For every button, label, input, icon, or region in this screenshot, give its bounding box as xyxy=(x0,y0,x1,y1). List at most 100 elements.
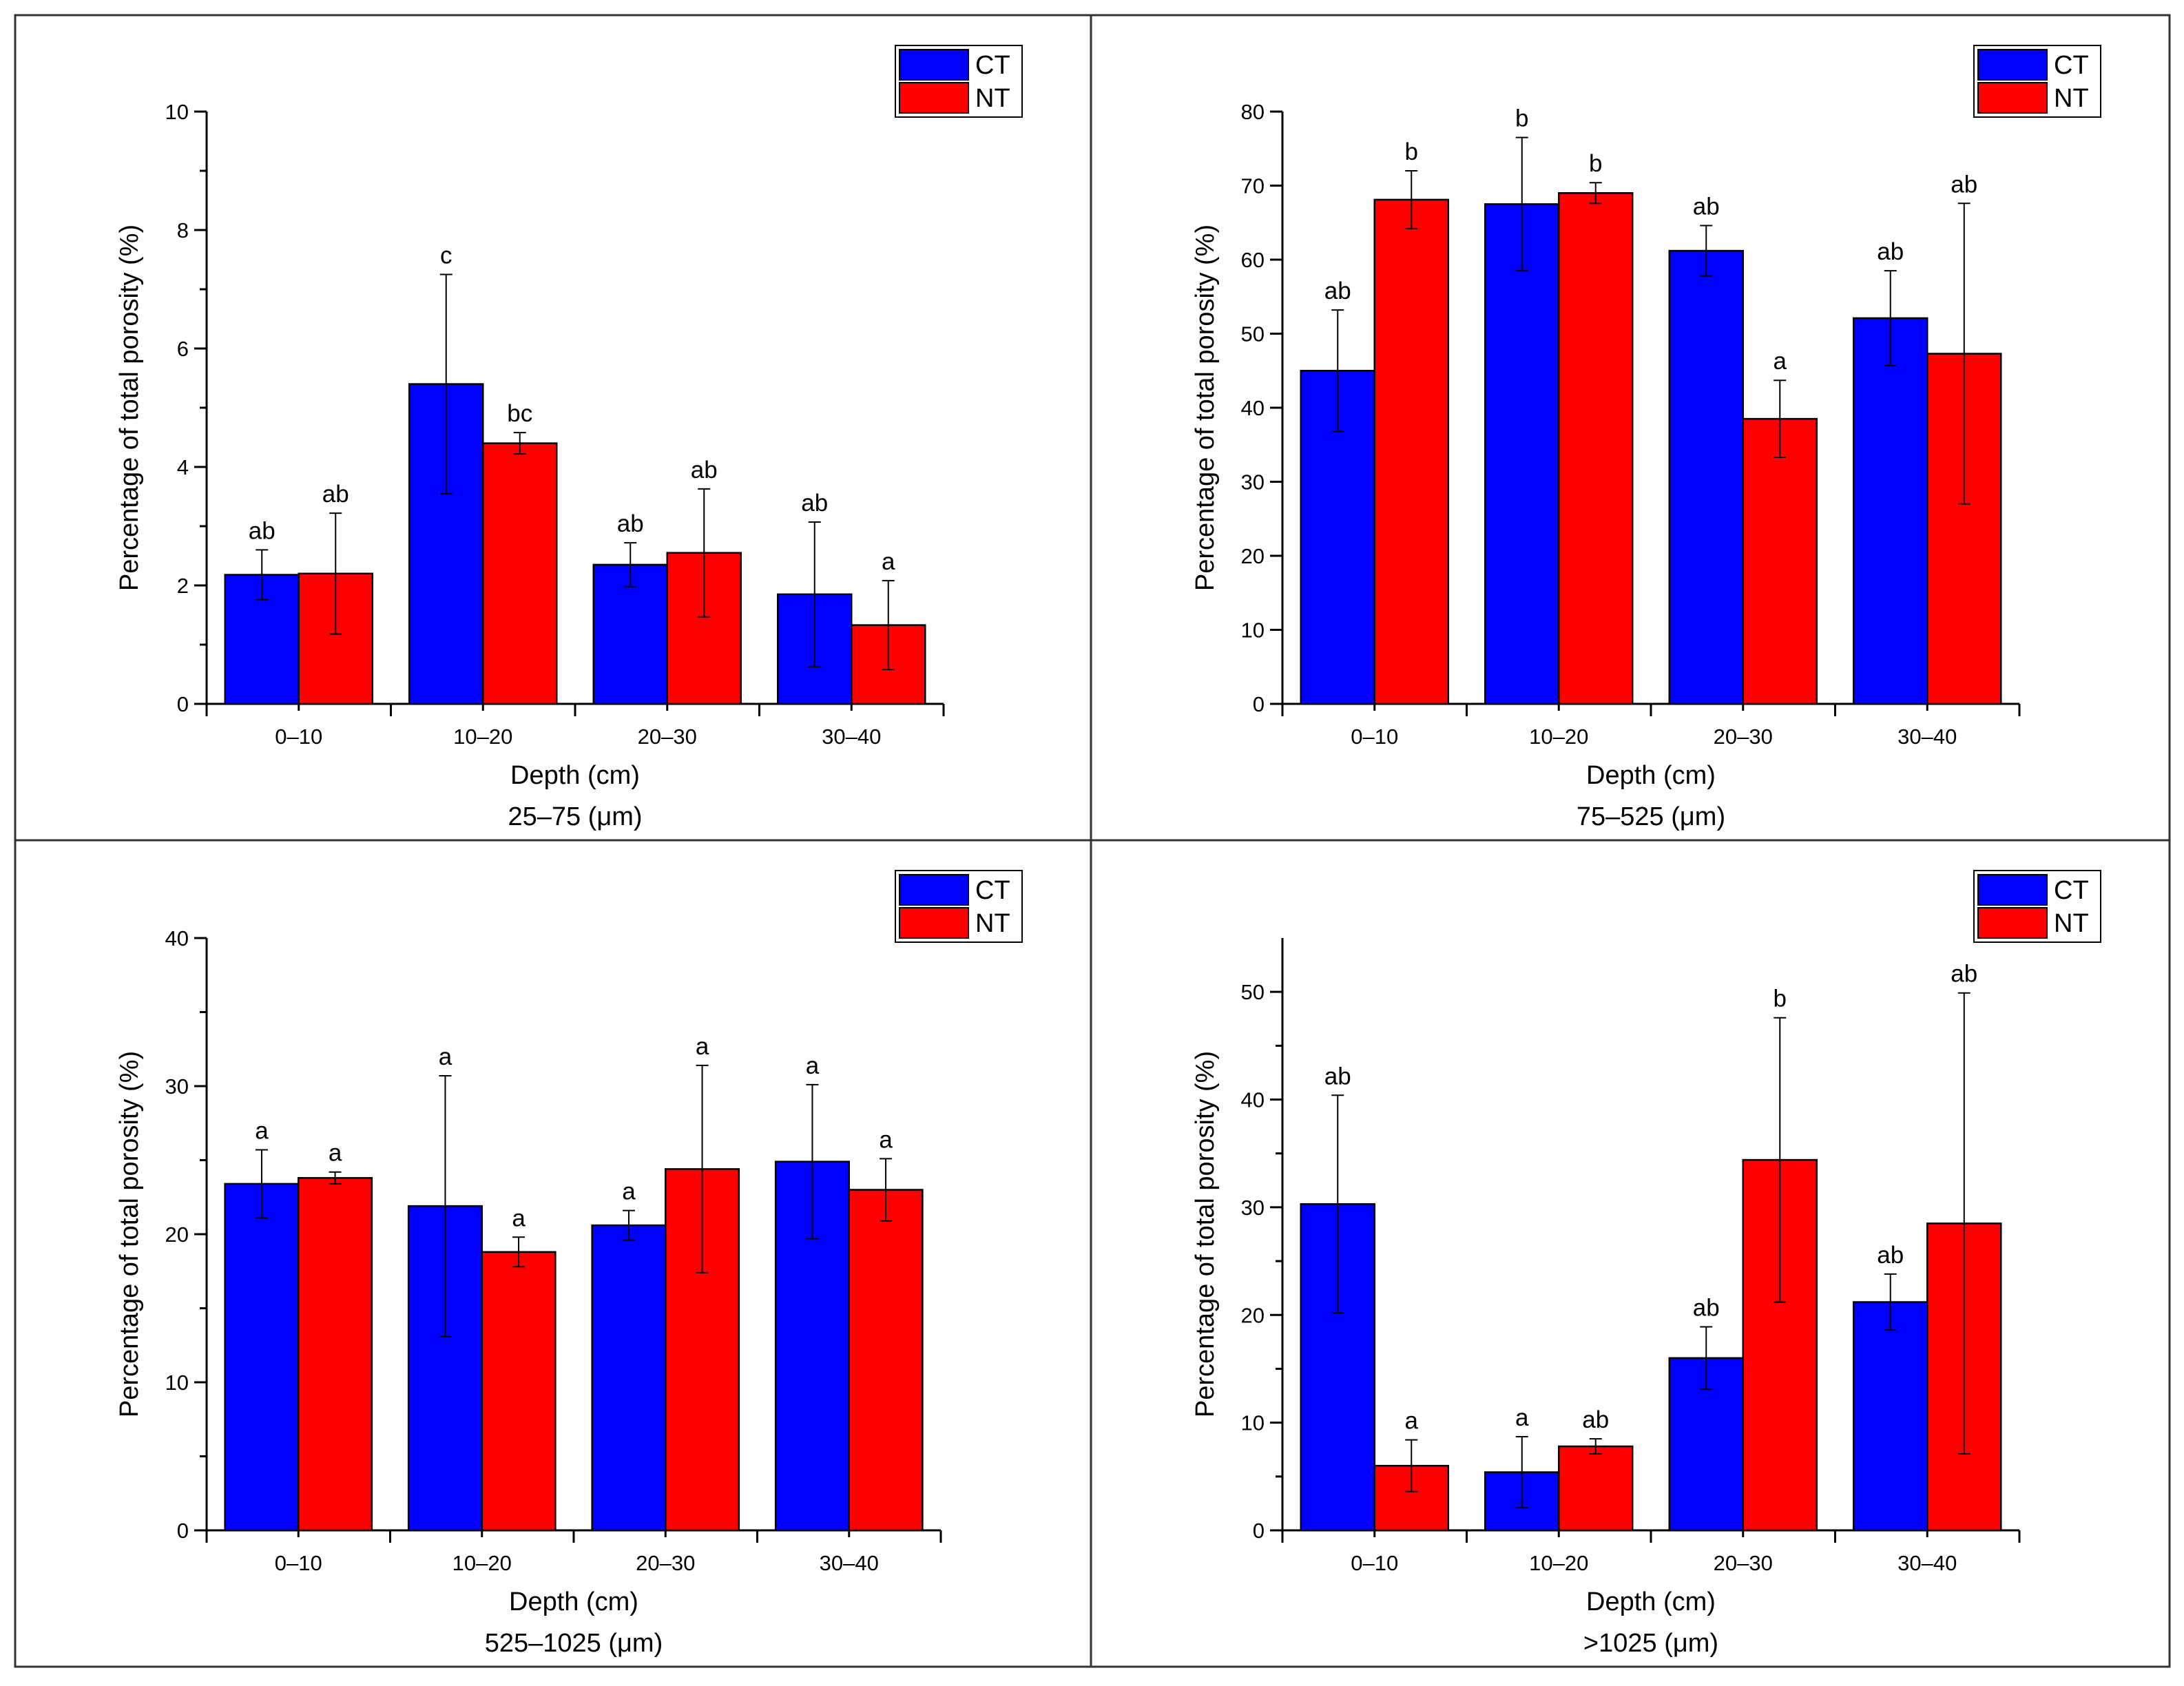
y-tick-label: 4 xyxy=(177,455,189,479)
significance-label: a xyxy=(882,548,895,575)
panel-subtitle: >1025 (μm) xyxy=(1583,1629,1718,1658)
x-tick-label: 30–40 xyxy=(820,1551,879,1575)
significance-label: ab xyxy=(249,517,275,544)
significance-label: ab xyxy=(691,457,718,483)
x-tick-label: 20–30 xyxy=(638,725,697,749)
x-axis-title: Depth (cm) xyxy=(1586,761,1716,790)
significance-label: b xyxy=(1515,105,1528,132)
y-tick-label: 80 xyxy=(1241,100,1265,124)
y-tick-label: 40 xyxy=(165,926,189,950)
bar-nt xyxy=(298,1177,373,1532)
y-tick-label: 2 xyxy=(177,574,189,598)
legend-swatch-nt xyxy=(1977,907,2048,939)
y-tick-label: 40 xyxy=(1241,396,1265,420)
bar-nt xyxy=(1558,1445,1634,1532)
y-tick-label: 20 xyxy=(1241,544,1265,568)
legend-swatch-nt xyxy=(899,82,969,114)
significance-label: a xyxy=(806,1052,820,1079)
y-tick-label: 0 xyxy=(1253,692,1265,716)
significance-label: a xyxy=(255,1117,269,1144)
bar-ct xyxy=(224,1183,300,1532)
significance-label: ab xyxy=(1693,194,1720,220)
legend-label-nt: NT xyxy=(975,84,1010,113)
x-axis-title: Depth (cm) xyxy=(510,761,640,790)
y-tick-label: 20 xyxy=(165,1222,189,1247)
significance-label: ab xyxy=(1324,278,1351,304)
x-axis-title: Depth (cm) xyxy=(509,1588,638,1616)
legend-swatch-ct xyxy=(899,49,969,81)
x-tick-label: 20–30 xyxy=(1714,1551,1773,1575)
bar-ct xyxy=(1853,317,1928,705)
y-tick-label: 10 xyxy=(165,100,189,124)
x-tick-label: 20–30 xyxy=(636,1551,695,1575)
legend-swatch-ct xyxy=(1977,49,2048,81)
legend-label-ct: CT xyxy=(2054,51,2089,80)
bar-ct xyxy=(1668,249,1744,705)
significance-label: bc xyxy=(507,400,532,427)
legend-swatch-ct xyxy=(1977,874,2048,906)
y-tick-label: 30 xyxy=(1241,470,1265,495)
x-tick-label: 30–40 xyxy=(822,725,881,749)
y-tick-label: 70 xyxy=(1241,174,1265,198)
significance-label: b xyxy=(1405,138,1418,165)
bar-ct xyxy=(1300,1203,1375,1532)
bar-nt xyxy=(482,442,558,705)
panel-subtitle: 525–1025 (μm) xyxy=(485,1629,663,1658)
bar-ct xyxy=(1484,203,1560,705)
bar-nt xyxy=(1742,417,1818,705)
x-tick-label: 30–40 xyxy=(1897,725,1957,749)
bar-nt xyxy=(481,1251,557,1532)
y-axis-title: Percentage of total porosity (%) xyxy=(115,225,144,591)
significance-label: a xyxy=(879,1126,893,1153)
x-tick-label: 10–20 xyxy=(1529,725,1588,749)
x-tick-label: 30–40 xyxy=(1897,1551,1957,1575)
y-tick-label: 40 xyxy=(1241,1088,1265,1112)
significance-label: ab xyxy=(1951,961,1977,988)
y-tick-label: 50 xyxy=(1241,322,1265,346)
significance-label: ab xyxy=(1324,1063,1351,1090)
y-tick-label: 30 xyxy=(1241,1196,1265,1220)
chart-panel-1: 0 2 4 6 8 10 0–10 10–20 20–30 30–40 ab c ab ab ab bc ab a… xyxy=(115,45,1023,831)
significance-label: a xyxy=(512,1205,526,1231)
panel-subtitle: 75–525 (μm) xyxy=(1577,802,1725,831)
chart-panel-3: 0 10 20 30 40 0–10 10–20 20–30 30–40 a a a a a a a a Dept… xyxy=(115,870,1023,1658)
legend-label-ct: CT xyxy=(2054,876,2089,905)
significance-label: ab xyxy=(1877,1242,1904,1269)
significance-label: a xyxy=(696,1033,709,1060)
x-axis-title: Depth (cm) xyxy=(1586,1588,1716,1616)
y-tick-label: 20 xyxy=(1241,1303,1265,1327)
y-tick-label: 30 xyxy=(165,1074,189,1099)
legend-swatch-nt xyxy=(1977,82,2048,114)
x-tick-label: 0–10 xyxy=(1351,725,1398,749)
x-tick-label: 10–20 xyxy=(453,1551,512,1575)
x-tick-label: 20–30 xyxy=(1714,725,1773,749)
y-tick-label: 60 xyxy=(1241,248,1265,272)
bar-nt xyxy=(1373,198,1449,705)
y-axis-title: Percentage of total porosity (%) xyxy=(115,1051,144,1417)
significance-label: ab xyxy=(322,481,349,508)
x-tick-label: 0–10 xyxy=(275,725,322,749)
significance-label: ab xyxy=(617,510,644,537)
significance-label: ab xyxy=(1582,1406,1609,1433)
legend-swatch-ct xyxy=(899,874,969,906)
legend-label-nt: NT xyxy=(975,909,1010,938)
significance-label: a xyxy=(1774,348,1787,375)
y-tick-label: 0 xyxy=(1253,1519,1265,1543)
significance-label: c xyxy=(440,242,453,269)
y-tick-label: 8 xyxy=(177,218,189,242)
x-tick-label: 10–20 xyxy=(453,725,512,749)
significance-label: b xyxy=(1589,150,1602,177)
significance-label: a xyxy=(622,1178,636,1205)
bar-nt xyxy=(1558,192,1634,705)
x-tick-label: 10–20 xyxy=(1529,1551,1588,1575)
bar-ct xyxy=(1853,1301,1928,1532)
significance-label: a xyxy=(329,1140,342,1167)
y-tick-label: 0 xyxy=(177,1519,189,1543)
significance-label: a xyxy=(1405,1408,1419,1435)
significance-label: a xyxy=(439,1043,453,1070)
y-tick-label: 0 xyxy=(177,692,189,716)
bar-ct xyxy=(591,1224,667,1532)
significance-label: ab xyxy=(801,490,828,517)
bar-nt xyxy=(665,1168,740,1532)
